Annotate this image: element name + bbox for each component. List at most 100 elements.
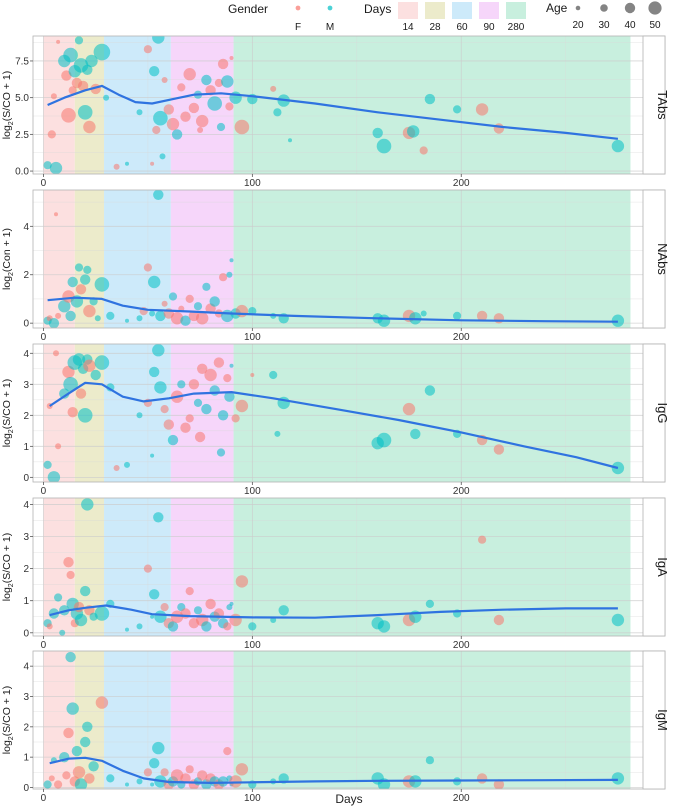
data-point <box>71 745 83 757</box>
data-point <box>84 773 95 784</box>
data-point <box>193 302 203 311</box>
data-point <box>49 161 63 174</box>
data-point <box>167 621 179 632</box>
data-point <box>161 77 168 83</box>
x-tick-label: 200 <box>453 640 470 651</box>
data-point <box>180 315 191 326</box>
data-point <box>194 431 206 443</box>
strip-box <box>642 650 666 790</box>
data-point <box>229 258 234 263</box>
data-point <box>150 161 155 166</box>
data-point <box>77 408 93 423</box>
data-point <box>476 773 488 784</box>
legend-days-key <box>425 2 445 19</box>
data-point <box>54 212 58 217</box>
x-tick-label: 200 <box>453 486 470 497</box>
legend-days-label: 90 <box>483 22 495 33</box>
data-point <box>377 314 391 327</box>
legend-gender-key <box>295 5 301 11</box>
strip-box <box>642 35 666 175</box>
data-point <box>148 275 161 289</box>
data-point <box>475 103 489 116</box>
data-point <box>47 130 56 139</box>
y-tick-label: 0 <box>23 783 29 794</box>
data-point <box>493 614 505 626</box>
x-tick-label: 100 <box>244 640 261 651</box>
data-point <box>149 310 156 317</box>
data-point <box>136 412 143 419</box>
data-point <box>163 104 174 115</box>
data-point <box>419 146 428 155</box>
data-point <box>269 370 278 380</box>
strip-label: NAbs <box>655 243 670 275</box>
y-axis-title: log2(S/CO + 1) <box>1 71 15 139</box>
y-tick-label: 3 <box>23 532 29 543</box>
data-point <box>217 776 229 787</box>
trend-line <box>47 296 618 323</box>
y-tick-label: 2 <box>23 411 29 422</box>
data-point <box>124 461 130 468</box>
x-tick-label: 0 <box>41 332 47 343</box>
data-point <box>229 601 234 606</box>
data-point <box>424 385 436 396</box>
data-point <box>197 770 208 781</box>
data-point <box>66 570 75 580</box>
data-point <box>201 74 212 86</box>
data-point <box>63 47 78 63</box>
data-point <box>196 312 209 325</box>
data-point <box>43 460 52 469</box>
trend-line <box>47 84 619 140</box>
data-point <box>74 263 84 272</box>
data-point <box>63 727 74 739</box>
data-point <box>214 78 223 88</box>
y-tick-label: 4 <box>23 500 29 511</box>
y-axis-title: log2(Con + 1) <box>1 228 15 290</box>
data-point <box>75 388 87 399</box>
data-point <box>196 114 209 128</box>
data-point <box>161 300 168 307</box>
legend-age-label: 30 <box>598 20 610 31</box>
data-point <box>136 315 143 322</box>
y-tick-label: 2 <box>23 722 29 733</box>
day-band-3 <box>170 36 234 174</box>
legend-days-key <box>506 2 526 19</box>
x-tick-label: 200 <box>453 178 470 189</box>
data-point <box>82 721 93 732</box>
data-point <box>201 403 212 415</box>
data-point <box>372 127 383 139</box>
day-band-4 <box>233 651 631 789</box>
data-point <box>149 758 160 769</box>
data-point <box>229 775 242 788</box>
data-point <box>125 161 129 166</box>
data-point <box>136 623 143 630</box>
y-tick-label: 1 <box>23 596 29 607</box>
data-point <box>150 614 155 619</box>
data-point <box>65 310 76 322</box>
x-tick-label: 100 <box>244 793 261 804</box>
data-point <box>153 110 168 126</box>
data-point <box>90 369 101 381</box>
legend-age-title: Age <box>546 1 568 15</box>
data-point <box>226 271 233 278</box>
legend-days-title: Days <box>364 2 391 16</box>
data-point <box>125 318 129 323</box>
data-point <box>67 407 78 418</box>
data-point <box>67 276 78 288</box>
day-band-4 <box>233 36 631 174</box>
data-point <box>59 629 66 636</box>
data-point <box>188 379 200 390</box>
data-point <box>46 623 53 630</box>
data-point <box>231 414 240 423</box>
data-point <box>177 83 186 92</box>
legend-days-key <box>479 2 499 19</box>
data-point <box>224 391 235 402</box>
panel-nabs: NAbs 0 2 4 log2(Con + 1) 0 100 200 <box>1 189 670 343</box>
data-point <box>93 43 111 61</box>
panel-igm: IgM 0 1 2 3 4 log2(S/CO + 1) 0 100 200 <box>1 650 670 804</box>
data-point <box>103 94 110 101</box>
data-point <box>106 311 115 320</box>
y-tick-label: 3 <box>23 380 29 391</box>
data-point <box>54 593 63 602</box>
data-point <box>168 292 178 301</box>
data-point <box>193 398 203 407</box>
